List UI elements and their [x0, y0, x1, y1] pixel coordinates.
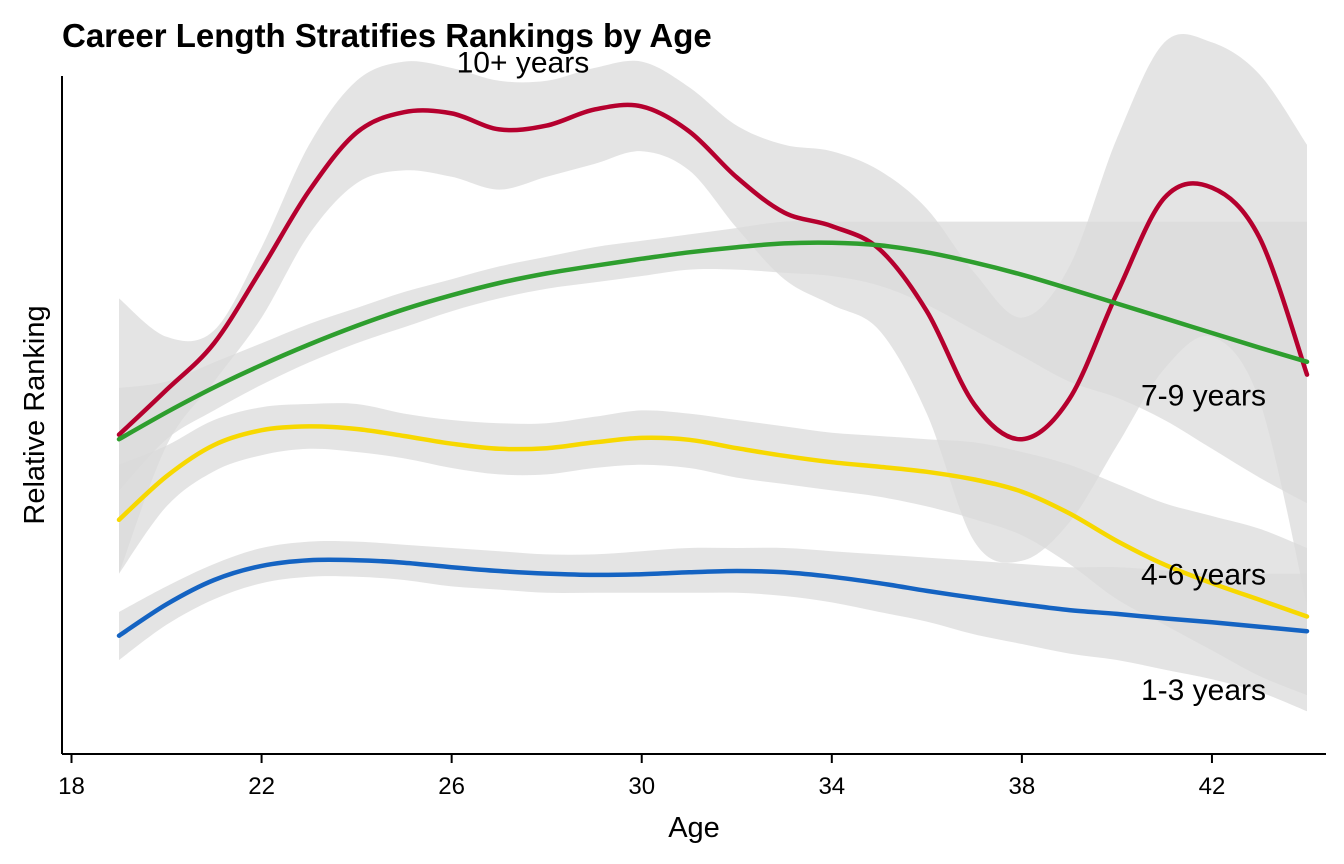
confidence-band-7-9-years	[119, 221, 1307, 504]
series-line-1-3-years	[116, 557, 1310, 638]
x-tick-label-38: 38	[1009, 773, 1036, 800]
series-label-0: 10+ years	[457, 47, 590, 80]
x-axis-title: Age	[668, 812, 720, 844]
x-tick-label-34: 34	[818, 773, 845, 800]
series-line-4-6-years	[116, 424, 1310, 619]
y-axis-title: Relative Ranking	[19, 305, 51, 524]
confidence-bands	[119, 33, 1307, 712]
series-label-3: 1-3 years	[1141, 674, 1266, 707]
chart-title: Career Length Stratifies Rankings by Age	[62, 17, 712, 54]
series-direct-labels: 10+ years 7-9 years 4-6 years 1-3 years	[457, 47, 1266, 707]
series-line-10plus-years	[116, 102, 1310, 442]
confidence-band-4-6-years	[119, 403, 1307, 696]
x-tick-label-42: 42	[1199, 773, 1226, 800]
x-tick-label-22: 22	[248, 773, 275, 800]
x-axis-ticks: 18 22 26 30 34 38 42	[58, 754, 1225, 800]
series-label-1: 7-9 years	[1141, 379, 1266, 412]
x-tick-label-26: 26	[438, 773, 465, 800]
series-line-7-9-years	[116, 240, 1310, 442]
x-tick-label-30: 30	[628, 773, 655, 800]
series-label-2: 4-6 years	[1141, 559, 1266, 592]
series-lines	[116, 102, 1310, 638]
confidence-band-1-3-years	[119, 540, 1307, 712]
x-tick-label-18: 18	[58, 773, 85, 800]
